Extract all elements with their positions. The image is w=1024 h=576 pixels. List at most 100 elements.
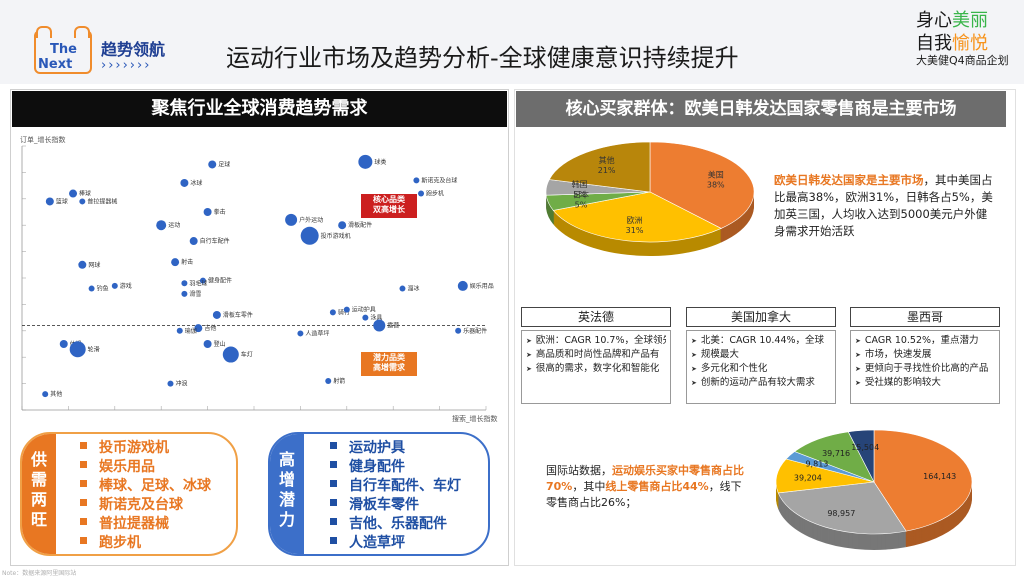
- tag-red-line1: 核心品类: [373, 195, 405, 204]
- region-pie-slice-label: 31%: [626, 226, 644, 235]
- region-pie-slice-label: 欧洲: [627, 215, 643, 225]
- region-card-bullet: 创新的运动产品有较大需求: [691, 376, 831, 390]
- bubble-label: 滑雪: [189, 290, 201, 298]
- bubble-point: [373, 319, 386, 332]
- bubble-point: [156, 220, 167, 231]
- buyer-pie-slice-label: 39,716: [822, 449, 850, 458]
- logo-text-next: Next: [38, 57, 73, 72]
- bubble-point: [338, 221, 347, 230]
- bubble-label: 投币游戏机: [321, 232, 351, 240]
- bubble-point: [180, 178, 189, 187]
- chart-x-axis-label: 搜索_增长指数: [452, 415, 498, 423]
- region-card-europe: 英法德欧洲：CAGR 10.7%，全球领先高品质和时尚性品牌和产品有很高的需求，…: [521, 307, 671, 405]
- bubble-point: [358, 154, 373, 169]
- bubble-label: 滑板配件: [348, 221, 372, 229]
- bubble-label: 足球: [218, 160, 230, 168]
- buyer-pie-slice: [777, 481, 907, 535]
- slogan-1b: 美丽: [952, 10, 988, 31]
- region-card-bullet: 北美：CAGR 10.44%，全球: [691, 334, 831, 348]
- buyer-pie-slice-label: 98,957: [827, 509, 855, 518]
- right-section-title: 核心买家群体：欧美日韩发达国家零售商是主要市场: [516, 91, 1006, 127]
- supply-demand-item: 棒球、足球、冰球: [80, 477, 211, 496]
- slogan-2b: 愉悦: [952, 33, 988, 54]
- region-pie-slice-label: 其他: [599, 155, 615, 165]
- buyer-desc-em1: 运动娱乐买家中零售商占比70%: [546, 464, 744, 493]
- chart-y-axis-label: 订单_增长指数: [20, 136, 66, 144]
- bubble-point: [176, 327, 183, 334]
- bubble-point: [455, 327, 462, 334]
- bubble-point: [69, 189, 78, 198]
- bubble-label: 运动: [168, 221, 180, 229]
- bubble-label: 射箭: [333, 377, 345, 385]
- bubble-label: 自行车配件: [200, 237, 230, 245]
- bullet-square-icon: [330, 442, 337, 449]
- bubble-point: [203, 208, 212, 216]
- region-card-north-america: 美国加拿大北美：CAGR 10.44%，全球规模最大多元化和个性化创新的运动产品…: [686, 307, 836, 405]
- bubble-point: [194, 324, 203, 333]
- bubble-point: [399, 285, 406, 292]
- region-card-body: 欧洲：CAGR 10.7%，全球领先高品质和时尚性品牌和产品有很高的需求，数字化…: [521, 330, 671, 404]
- slogan-2a: 自我: [916, 33, 952, 54]
- buyer-type-description: 国际站数据，运动娱乐买家中零售商占比70%，其中线上零售商占比44%，线下零售商…: [546, 463, 746, 511]
- region-card-body: 北美：CAGR 10.44%，全球规模最大多元化和个性化创新的运动产品有较大需求: [686, 330, 836, 404]
- high-growth-item-label: 运动护具: [349, 440, 405, 456]
- region-card-bullet: 欧洲：CAGR 10.7%，全球领先: [526, 334, 666, 348]
- bubble-point: [171, 258, 180, 267]
- bubble-point: [59, 340, 68, 348]
- region-card-mexico: 墨西哥 CAGR 10.52%，重点潜力市场，快速发展更倾向于寻找性价比高的产品受…: [850, 307, 1000, 405]
- bubble-point: [418, 190, 425, 197]
- region-pie-slice: [548, 141, 651, 193]
- bubble-label: 瑜伽: [185, 327, 197, 335]
- bubble-point: [79, 198, 86, 205]
- bubble-label: 车灯: [241, 351, 253, 359]
- region-card-bullet: 受社媒的影响较大: [855, 376, 995, 390]
- region-description: 欧美日韩发达国家是主要市场，其中美国占比最高38%，欧洲31%，日韩各占5%，美…: [774, 172, 996, 240]
- high-growth-item-label: 人造草坪: [349, 535, 405, 551]
- slogan-line-3: 大美健Q4商品企划: [916, 54, 1009, 67]
- logo-text-the: The: [50, 42, 77, 57]
- high-growth-item-label: 健身配件: [349, 459, 405, 475]
- bubble-label: 运动护具: [352, 306, 376, 314]
- bullet-square-icon: [80, 518, 87, 525]
- brand-arrows: ›››››››: [101, 58, 152, 73]
- bubble-label: 露营: [387, 322, 399, 330]
- region-card-bullet: 很高的需求，数字化和智能化: [526, 362, 666, 376]
- bubble-point: [413, 177, 420, 184]
- bubble-label: 人造草坪: [305, 329, 329, 337]
- tag-orange-line1: 潜力品类: [373, 353, 405, 362]
- bubble-point: [329, 309, 336, 316]
- high-growth-item-label: 吉他、乐器配件: [349, 516, 447, 532]
- bubble-label: 网球: [88, 261, 100, 269]
- bubble-point: [457, 280, 468, 291]
- region-pie-slice-label: 美国: [708, 169, 724, 179]
- bubble-point: [208, 160, 217, 169]
- potential-category-tag: 潜力品类 高增需求: [361, 352, 417, 376]
- bubble-point: [300, 226, 319, 245]
- supply-demand-item-label: 娱乐用品: [99, 459, 155, 475]
- bubble-label: 轮滑: [88, 345, 100, 353]
- buyer-pie-slice: [847, 429, 875, 483]
- bubble-label: 泳具: [370, 314, 382, 322]
- bullet-square-icon: [330, 537, 337, 544]
- buyer-desc-em2: 线上零售商占比44%: [605, 480, 709, 493]
- bubble-point: [45, 197, 54, 206]
- buyer-desc-b: ，其中: [572, 480, 606, 493]
- region-card-bullet: 更倾向于寻找性价比高的产品: [855, 362, 995, 376]
- bubble-point: [42, 391, 49, 398]
- bullet-square-icon: [330, 480, 337, 487]
- supply-demand-label: 供需两旺: [22, 434, 56, 554]
- bubble-label: 冲浪: [175, 380, 187, 388]
- region-card-title: 墨西哥: [850, 307, 1000, 327]
- bubble-label: 游戏: [120, 282, 132, 290]
- high-growth-item-label: 自行车配件、车灯: [349, 478, 461, 494]
- bubble-label: 棒球: [79, 190, 91, 198]
- buyer-desc-c: ，线下零售商占比26%；: [546, 480, 742, 509]
- left-section-title: 聚焦行业全球消费趋势需求: [12, 91, 507, 127]
- bullet-square-icon: [330, 461, 337, 468]
- slogan-line-1: 身心美丽: [916, 6, 988, 32]
- slogan-1a: 身心: [916, 10, 952, 31]
- bubble-label: 射击: [181, 258, 193, 266]
- bubble-label: 钓鱼: [97, 285, 109, 293]
- bubble-point: [181, 290, 188, 297]
